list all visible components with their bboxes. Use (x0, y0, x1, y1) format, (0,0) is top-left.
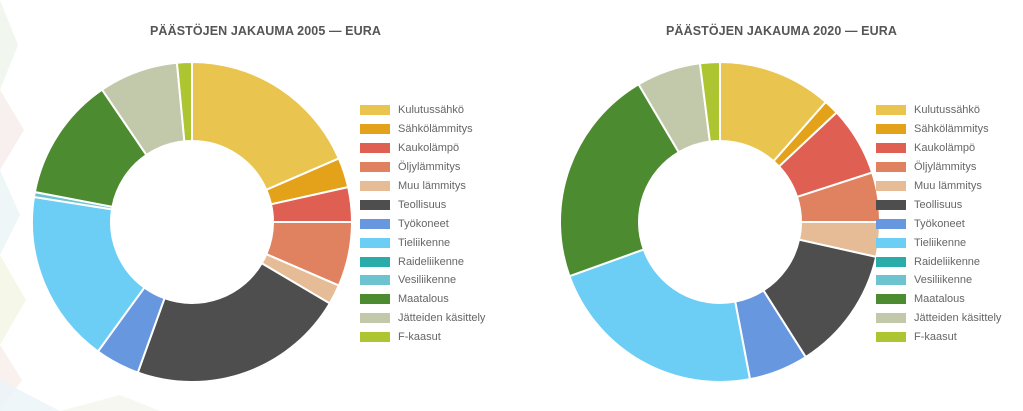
legend-swatch (360, 199, 390, 210)
legend-item-2005-oljylammitys[interactable]: Öljylämmitys (360, 158, 485, 177)
legend-item-2005-jatteiden-kasittely[interactable]: Jätteiden käsittely (360, 309, 485, 328)
legend-item-2020-teollisuus[interactable]: Teollisuus (876, 195, 1001, 214)
legend-item-2020-tyokoneet[interactable]: Työkoneet (876, 214, 1001, 233)
legend-item-2020-raideliikenne[interactable]: Raideliikenne (876, 252, 1001, 271)
legend-label: Teollisuus (398, 198, 447, 211)
slice-2005-tieliikenne[interactable] (31, 195, 146, 353)
legend-swatch (876, 332, 906, 343)
legend-label: Sähkölämmitys (914, 123, 989, 136)
slice-2005-kulutussahko[interactable] (191, 60, 341, 192)
legend-item-2005-kulutussahko[interactable]: Kulutussähkö (360, 101, 485, 120)
legend-label: Kulutussähkö (398, 104, 465, 117)
legend-item-2020-tieliikenne[interactable]: Tieliikenne (876, 233, 1001, 252)
legend-swatch (876, 162, 906, 173)
legend-swatch (360, 143, 390, 154)
legend-swatch (360, 105, 390, 116)
legend-label: Öljylämmitys (914, 161, 977, 174)
legend-item-2020-oljylammitys[interactable]: Öljylämmitys (876, 158, 1001, 177)
legend-label: Muu lämmitys (398, 180, 466, 192)
slice-2005-f-kaasut[interactable] (175, 60, 193, 143)
legend-swatch (876, 294, 906, 305)
legend-item-2005-tyokoneet[interactable]: Työkoneet (360, 214, 485, 233)
legend-item-2020-muu-lammitys[interactable]: Muu lämmitys (876, 177, 1001, 196)
legend-swatch (360, 181, 390, 191)
legend-label: Tieliikenne (398, 236, 451, 249)
legend-item-2020-kaukolampo[interactable]: Kaukolämpö (876, 139, 1001, 158)
legend-item-2005-raideliikenne[interactable]: Raideliikenne (360, 252, 485, 271)
legend-label: Kaukolämpö (398, 142, 460, 155)
legend-swatch (876, 256, 906, 267)
legend-label: Raideliikenne (398, 255, 465, 268)
chart-title-2020: PÄÄSTÖJEN JAKAUMA 2020 — EURA (666, 24, 897, 38)
legend-swatch (360, 332, 390, 343)
legend-swatch (360, 275, 390, 286)
legend-label: Jätteiden käsittely (398, 312, 486, 325)
chart-2020-panel: PÄÄSTÖJEN JAKAUMA 2020 — EURA Kulutussäh… (518, 0, 1023, 411)
legend-item-2005-f-kaasut[interactable]: F-kaasut (360, 328, 485, 347)
legend-item-2005-sahkolammitys[interactable]: Sähkölämmitys (360, 120, 485, 139)
slice-2020-tieliikenne[interactable] (568, 248, 752, 383)
legend-item-2005-teollisuus[interactable]: Teollisuus (360, 195, 485, 214)
legend-item-2005-vesiliikenne[interactable]: Vesiliikenne (360, 271, 485, 290)
legend-label: Teollisuus (914, 198, 963, 211)
legend-label: Kulutussähkö (914, 104, 981, 117)
legend-swatch (360, 313, 390, 324)
legend-label: Öljylämmitys (398, 161, 461, 174)
legend-swatch (876, 124, 906, 135)
chart-2005-panel: PÄÄSTÖJEN JAKAUMA 2005 — EURA Kulutussäh… (0, 0, 510, 411)
legend-label: Muu lämmitys (914, 180, 982, 192)
legend-swatch (360, 124, 390, 135)
legend-label: F-kaasut (398, 331, 441, 344)
legend-swatch (876, 181, 906, 191)
legend-item-2005-muu-lammitys[interactable]: Muu lämmitys (360, 177, 485, 196)
legend-label: Tieliikenne (914, 236, 967, 249)
legend-label: Raideliikenne (914, 255, 981, 268)
chart-title-2005: PÄÄSTÖJEN JAKAUMA 2005 — EURA (150, 24, 381, 38)
legend-label: Jätteiden käsittely (914, 312, 1002, 325)
legend-item-2020-f-kaasut[interactable]: F-kaasut (876, 328, 1001, 347)
legend-swatch (360, 218, 390, 229)
legend-swatch (876, 275, 906, 286)
legend-label: Kaukolämpö (914, 142, 976, 155)
legend-2005: Kulutussähkö Sähkölämmitys Kaukolämpö Öljyl… (360, 101, 485, 347)
legend-swatch (360, 256, 390, 267)
legend-label: Maatalous (398, 293, 449, 306)
legend-item-2005-tieliikenne[interactable]: Tieliikenne (360, 233, 485, 252)
legend-swatch (876, 313, 906, 324)
legend-label: F-kaasut (914, 331, 957, 344)
legend-item-2005-kaukolampo[interactable]: Kaukolämpö (360, 139, 485, 158)
donut-chart-2020 (559, 60, 882, 383)
legend-swatch (876, 199, 906, 210)
legend-label: Vesiliikenne (398, 274, 457, 287)
legend-item-2020-kulutussahko[interactable]: Kulutussähkö (876, 101, 1001, 120)
legend-item-2020-jatteiden-kasittely[interactable]: Jätteiden käsittely (876, 309, 1001, 328)
legend-label: Työkoneet (914, 217, 965, 230)
legend-2020: Kulutussähkö Sähkölämmitys Kaukolämpö Öljyl… (876, 101, 1001, 347)
legend-label: Maatalous (914, 293, 965, 306)
legend-label: Sähkölämmitys (398, 123, 473, 136)
slice-2005-teollisuus[interactable] (136, 261, 332, 383)
slice-2020-f-kaasut[interactable] (698, 60, 721, 143)
legend-swatch (876, 218, 906, 229)
legend-item-2020-maatalous[interactable]: Maatalous (876, 290, 1001, 309)
legend-label: Työkoneet (398, 217, 449, 230)
donut-chart-2005 (31, 60, 354, 383)
legend-swatch (876, 105, 906, 116)
legend-swatch (360, 162, 390, 173)
legend-item-2005-maatalous[interactable]: Maatalous (360, 290, 485, 309)
legend-item-2020-vesiliikenne[interactable]: Vesiliikenne (876, 271, 1001, 290)
slice-2020-maatalous[interactable] (559, 82, 681, 278)
legend-swatch (360, 294, 390, 305)
legend-item-2020-sahkolammitys[interactable]: Sähkölämmitys (876, 120, 1001, 139)
legend-swatch (876, 143, 906, 154)
legend-swatch (876, 237, 906, 248)
legend-swatch (360, 237, 390, 248)
legend-label: Vesiliikenne (914, 274, 973, 287)
